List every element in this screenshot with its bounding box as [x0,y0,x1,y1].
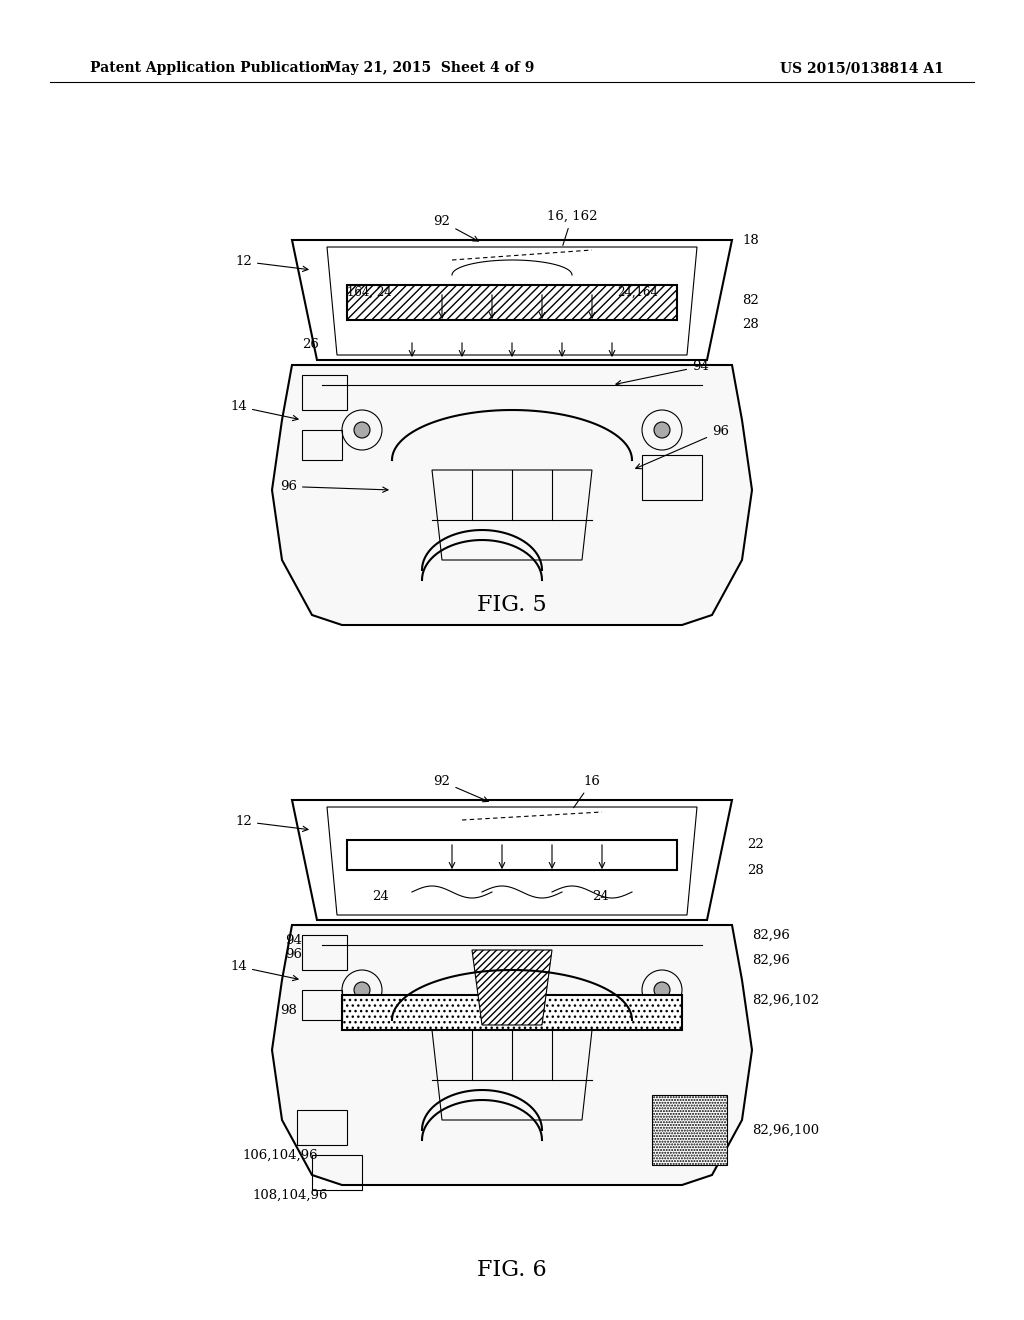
Text: 82,96,100: 82,96,100 [752,1123,819,1137]
Polygon shape [342,995,682,1030]
Text: 24: 24 [592,891,608,903]
Polygon shape [652,1096,727,1166]
Text: 28: 28 [742,318,759,331]
Text: 96: 96 [280,480,388,492]
Text: 82: 82 [742,293,759,306]
Text: US 2015/0138814 A1: US 2015/0138814 A1 [780,61,944,75]
Text: 24,164: 24,164 [617,285,658,298]
Text: 98: 98 [281,1003,297,1016]
Text: Patent Application Publication: Patent Application Publication [90,61,330,75]
Text: 164, 24: 164, 24 [347,285,392,298]
Polygon shape [272,925,752,1185]
Text: 108,104,96: 108,104,96 [252,1188,328,1201]
Text: 12: 12 [236,255,308,272]
Text: 24: 24 [372,891,389,903]
Bar [302,935,347,970]
Circle shape [354,422,370,438]
Polygon shape [472,950,552,1026]
Text: 94: 94 [615,360,709,385]
Text: 12: 12 [236,814,308,832]
Text: 18: 18 [742,234,759,247]
Text: FIG. 5: FIG. 5 [477,594,547,616]
Polygon shape [347,285,677,319]
Text: 14: 14 [230,400,298,421]
Text: 92: 92 [433,215,478,242]
Text: 96: 96 [285,949,302,961]
Circle shape [654,422,670,438]
Bar [302,430,342,459]
Bar [302,375,347,411]
Text: 16: 16 [573,775,600,808]
Text: FIG. 6: FIG. 6 [477,1259,547,1280]
Text: 22: 22 [746,838,764,851]
Text: 82,96,102: 82,96,102 [752,994,819,1006]
Text: 26: 26 [302,338,318,351]
Bar [312,1155,362,1191]
Text: 82,96: 82,96 [752,953,790,966]
Text: 106,104,96: 106,104,96 [242,1148,317,1162]
Text: 14: 14 [230,960,298,981]
Text: 28: 28 [746,863,764,876]
Bar [642,455,702,500]
Bar [302,990,342,1020]
Circle shape [654,982,670,998]
Circle shape [354,982,370,998]
Text: 16, 162: 16, 162 [547,210,597,246]
Text: 96: 96 [636,425,729,469]
Bar [297,1110,347,1144]
Polygon shape [272,366,752,624]
Polygon shape [347,840,677,870]
Text: 92: 92 [433,775,488,801]
Text: 82,96: 82,96 [752,928,790,941]
Text: May 21, 2015  Sheet 4 of 9: May 21, 2015 Sheet 4 of 9 [326,61,535,75]
Text: 94: 94 [285,933,302,946]
